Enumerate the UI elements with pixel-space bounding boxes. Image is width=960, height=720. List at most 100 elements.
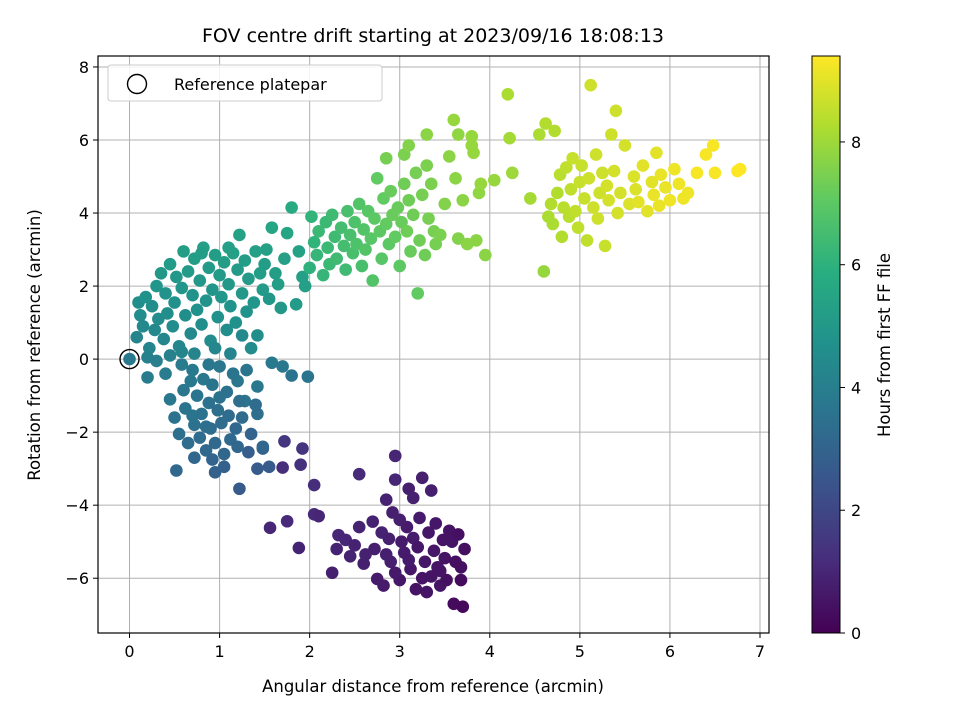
scatter-point bbox=[600, 179, 614, 192]
scatter-point bbox=[202, 261, 216, 275]
scatter-point bbox=[244, 341, 258, 355]
scatter-point bbox=[211, 403, 225, 417]
scatter-point bbox=[503, 131, 516, 145]
scatter-point bbox=[647, 188, 661, 202]
scatter-point bbox=[681, 186, 695, 200]
scatter-point bbox=[422, 212, 435, 225]
scatter-point bbox=[206, 378, 219, 391]
colorbar-gradient bbox=[811, 55, 841, 634]
scatter-point bbox=[276, 360, 289, 373]
scatter-point bbox=[280, 514, 294, 528]
scatter-point bbox=[312, 224, 325, 238]
scatter-point bbox=[348, 215, 361, 229]
scatter-point bbox=[233, 482, 246, 496]
scatter-point bbox=[150, 279, 163, 293]
legend-box bbox=[107, 64, 383, 102]
legend-entry: Reference platepar bbox=[174, 75, 327, 94]
scatter-point bbox=[202, 396, 216, 410]
scatter-point bbox=[605, 128, 618, 141]
scatter-point bbox=[197, 372, 210, 386]
scatter-point bbox=[382, 532, 396, 546]
scatter-point bbox=[411, 287, 425, 300]
scatter-point bbox=[123, 352, 136, 366]
scatter-point bbox=[190, 389, 204, 402]
scatter-point bbox=[251, 380, 264, 393]
scatter-point bbox=[388, 449, 402, 463]
scatter-point bbox=[451, 128, 465, 141]
scatter-point bbox=[359, 548, 372, 561]
y-axis-label: Rotation from reference (arcmin) bbox=[25, 209, 44, 481]
scatter-point bbox=[269, 266, 282, 280]
scatter-point bbox=[157, 332, 171, 346]
scatter-point bbox=[179, 308, 192, 322]
scatter-point bbox=[150, 354, 163, 368]
scatter-point bbox=[159, 287, 172, 300]
scatter-point bbox=[217, 447, 231, 461]
scatter-point bbox=[424, 177, 438, 191]
scatter-point bbox=[195, 318, 208, 331]
scatter-point bbox=[130, 330, 144, 344]
x-tick-label: 5 bbox=[575, 642, 585, 661]
scatter-point bbox=[564, 182, 578, 196]
y-tick-label: −6 bbox=[65, 569, 89, 588]
scatter-point bbox=[307, 235, 321, 249]
scatter-point bbox=[175, 358, 189, 371]
scatter-point bbox=[607, 164, 621, 178]
plot-frame bbox=[97, 55, 770, 634]
scatter-point bbox=[366, 274, 380, 287]
scatter-point bbox=[134, 308, 147, 322]
scatter-point bbox=[580, 234, 594, 247]
scatter-point bbox=[251, 329, 264, 342]
scatter-point bbox=[402, 139, 416, 152]
scatter-point bbox=[276, 461, 289, 474]
y-axis-ticks: −6 −4 −2 0 2 4 6 8 bbox=[65, 58, 98, 588]
scatter-point bbox=[175, 345, 189, 359]
scatter-point bbox=[706, 139, 720, 152]
scatter-point bbox=[181, 436, 195, 450]
scatter-point bbox=[699, 148, 713, 161]
scatter-point bbox=[409, 166, 423, 180]
x-tick-label: 3 bbox=[395, 642, 405, 661]
x-tick-label: 7 bbox=[755, 642, 765, 661]
scatter-point bbox=[202, 358, 216, 371]
scatter-point bbox=[641, 204, 654, 218]
scatter-point bbox=[447, 113, 461, 127]
scatter-point bbox=[388, 473, 402, 486]
scatter-point bbox=[235, 411, 249, 424]
scatter-point bbox=[163, 392, 177, 406]
scatter-point bbox=[415, 571, 429, 585]
scatter-point bbox=[224, 299, 237, 313]
scatter-point bbox=[587, 201, 600, 214]
scatter-point bbox=[659, 181, 672, 194]
scatter-point bbox=[211, 310, 225, 324]
scatter-point bbox=[533, 128, 546, 141]
scatter-point bbox=[645, 175, 659, 189]
scatter-point bbox=[258, 257, 271, 271]
scatter-point bbox=[368, 212, 381, 225]
colorbar-tick-label: 2 bbox=[851, 501, 861, 520]
scatter-point bbox=[413, 511, 426, 525]
scatter-point bbox=[654, 168, 668, 181]
scatter-point bbox=[584, 78, 597, 92]
scatter-point bbox=[433, 564, 447, 578]
scatter-point bbox=[175, 281, 189, 295]
scatter-point bbox=[404, 245, 417, 258]
scatter-point bbox=[395, 535, 408, 549]
scatter-point bbox=[551, 186, 564, 200]
scatter-point bbox=[240, 305, 253, 318]
scatter-point bbox=[343, 228, 357, 242]
scatter-point bbox=[438, 197, 452, 211]
scatter-point bbox=[596, 166, 609, 180]
scatter-point bbox=[422, 526, 435, 539]
x-tick-label: 1 bbox=[214, 642, 224, 661]
scatter-point bbox=[406, 208, 420, 222]
scatter-point bbox=[413, 234, 426, 247]
scatter-point bbox=[303, 261, 316, 275]
y-tick-label: −4 bbox=[65, 496, 89, 515]
scatter-point bbox=[418, 248, 432, 262]
scatter-point bbox=[406, 491, 420, 505]
scatter-point bbox=[312, 509, 325, 523]
scatter-point bbox=[632, 195, 645, 209]
colorbar-tick-label: 8 bbox=[851, 133, 861, 152]
scatter-point bbox=[181, 265, 195, 278]
